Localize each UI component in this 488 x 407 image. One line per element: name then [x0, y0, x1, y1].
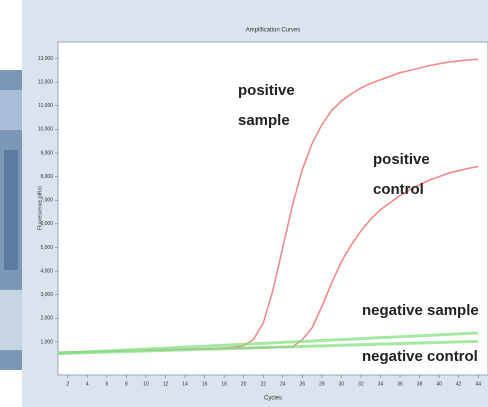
series-line [57, 331, 479, 355]
x-axis-label: Cycles [264, 396, 282, 402]
x-tick-label: 12 [163, 381, 169, 387]
x-tick-label: 36 [397, 381, 403, 387]
x-tick-label: 2 [66, 381, 69, 387]
series-line [57, 339, 479, 356]
y-tick-label: 3,000 [40, 292, 53, 298]
x-tick-label: 6 [105, 381, 108, 387]
x-tick-label: 14 [182, 381, 188, 387]
y-tick-label: 6,000 [40, 221, 53, 227]
x-tick-label: 20 [241, 381, 247, 387]
y-axis-label: Fluorescence (dRn) [37, 186, 43, 230]
y-tick-label: 5,000 [40, 245, 53, 251]
x-tick-label: 40 [436, 381, 442, 387]
y-tick-label: 1,000 [40, 339, 53, 345]
y-tick-label: 2,000 [40, 316, 53, 322]
x-tick-label: 8 [125, 381, 128, 387]
x-tick-label: 4 [86, 381, 89, 387]
y-tick-label: 4,000 [40, 268, 53, 274]
x-tick-label: 26 [300, 381, 306, 387]
x-tick-label: 34 [378, 381, 384, 387]
x-tick-label: 42 [456, 381, 462, 387]
x-tick-label: 30 [339, 381, 345, 387]
y-tick-label: 9,000 [40, 150, 53, 156]
x-tick-label: 18 [221, 381, 227, 387]
plot-area [57, 41, 488, 376]
y-tick-label: 10,000 [38, 127, 54, 133]
x-tick-label: 28 [319, 381, 325, 387]
series-label: positive sample [238, 82, 295, 129]
background-photo [0, 70, 24, 370]
series-label: positive control [373, 151, 430, 198]
x-tick-label: 32 [358, 381, 364, 387]
y-tick-label: 8,000 [40, 174, 53, 180]
y-tick-label: 13,000 [38, 56, 54, 62]
x-tick-label: 10 [143, 381, 149, 387]
x-tick-label: 16 [202, 381, 208, 387]
x-tick-label: 22 [260, 381, 266, 387]
x-tick-label: 38 [417, 381, 423, 387]
y-tick-label: 12,000 [38, 79, 54, 85]
y-tick-label: 7,000 [40, 198, 53, 204]
series-label: negative sample [362, 302, 479, 319]
x-tick-label: 44 [475, 381, 481, 387]
y-tick-label: 11,000 [38, 103, 53, 109]
x-tick-label: 24 [280, 381, 286, 387]
series-label: negative control [362, 348, 478, 365]
chart-title: Amplification Curves [246, 28, 301, 34]
